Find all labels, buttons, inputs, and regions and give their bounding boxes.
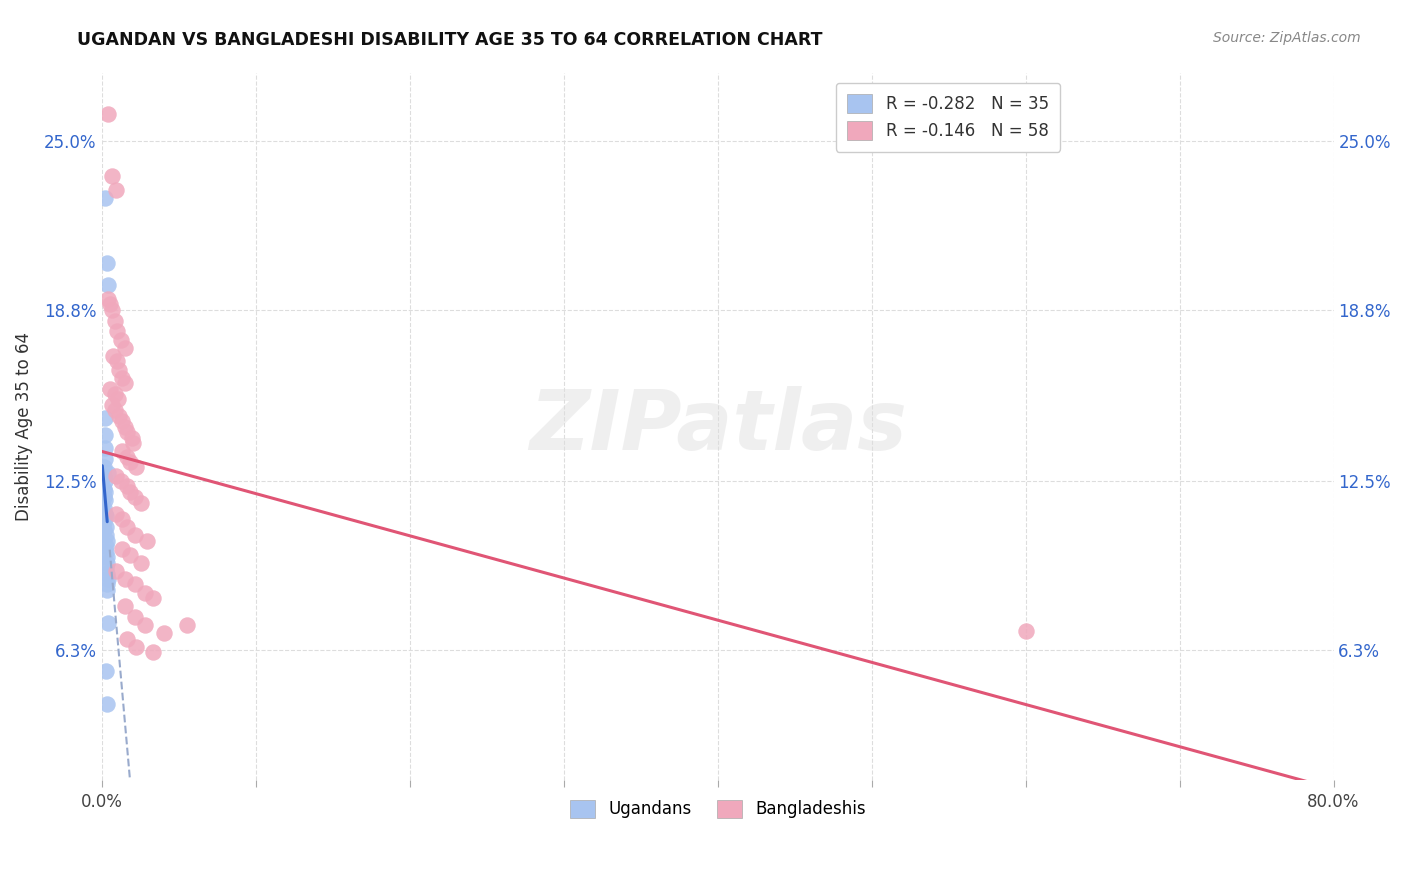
Point — [105, 468, 128, 483]
Point — [93, 460, 115, 475]
Point — [93, 468, 115, 483]
Point — [93, 523, 115, 537]
Point — [114, 341, 136, 355]
Point — [114, 376, 136, 390]
Text: ZIPatlas: ZIPatlas — [529, 386, 907, 467]
Point — [176, 618, 198, 632]
Point — [124, 577, 146, 591]
Point — [114, 419, 136, 434]
Point — [94, 528, 117, 542]
Point — [115, 450, 138, 464]
Point — [94, 545, 117, 559]
Point — [124, 610, 146, 624]
Point — [110, 333, 132, 347]
Point — [118, 548, 141, 562]
Point — [105, 354, 128, 368]
Point — [97, 278, 120, 293]
Point — [108, 362, 131, 376]
Point — [94, 507, 117, 521]
Legend: Ugandans, Bangladeshis: Ugandans, Bangladeshis — [564, 793, 872, 825]
Point — [97, 615, 120, 630]
Point — [93, 484, 115, 499]
Point — [105, 183, 128, 197]
Point — [97, 107, 120, 121]
Text: Source: ZipAtlas.com: Source: ZipAtlas.com — [1213, 31, 1361, 45]
Point — [124, 491, 146, 505]
Point — [111, 444, 134, 458]
Point — [124, 528, 146, 542]
Point — [93, 491, 115, 505]
Point — [118, 484, 141, 499]
Point — [96, 697, 118, 711]
Point — [111, 370, 134, 384]
Point — [96, 566, 118, 581]
Point — [98, 297, 121, 311]
Point — [107, 392, 129, 407]
Point — [142, 591, 165, 605]
Point — [101, 302, 124, 317]
Point — [115, 479, 138, 493]
Point — [104, 387, 127, 401]
Point — [114, 572, 136, 586]
Point — [135, 533, 157, 548]
Point — [94, 493, 117, 508]
Point — [134, 618, 156, 632]
Point — [111, 414, 134, 428]
Point — [96, 582, 118, 597]
Point — [97, 572, 120, 586]
Point — [96, 256, 118, 270]
Point — [134, 585, 156, 599]
Point — [94, 539, 117, 553]
Point — [93, 515, 115, 529]
Point — [105, 564, 128, 578]
Point — [105, 507, 128, 521]
Point — [93, 501, 115, 516]
Point — [125, 640, 148, 654]
Point — [115, 632, 138, 646]
Point — [94, 452, 117, 467]
Point — [115, 520, 138, 534]
Point — [93, 442, 115, 456]
Point — [94, 191, 117, 205]
Point — [94, 509, 117, 524]
Point — [94, 665, 117, 679]
Point — [96, 533, 118, 548]
Point — [125, 460, 148, 475]
Point — [111, 542, 134, 557]
Point — [97, 292, 120, 306]
Point — [93, 482, 115, 496]
Point — [108, 409, 131, 423]
Y-axis label: Disability Age 35 to 64: Disability Age 35 to 64 — [15, 332, 32, 521]
Point — [105, 325, 128, 339]
Point — [93, 427, 115, 442]
Point — [98, 382, 121, 396]
Point — [111, 512, 134, 526]
Point — [100, 398, 122, 412]
Point — [100, 169, 122, 184]
Point — [94, 561, 117, 575]
Point — [93, 474, 115, 488]
Point — [114, 599, 136, 614]
Point — [96, 577, 118, 591]
Point — [110, 474, 132, 488]
Point — [101, 349, 124, 363]
Point — [104, 313, 127, 327]
Point — [122, 436, 145, 450]
Point — [118, 455, 141, 469]
Point — [142, 645, 165, 659]
Point — [129, 556, 152, 570]
Point — [96, 556, 118, 570]
Point — [115, 425, 138, 439]
Point — [96, 550, 118, 565]
Text: UGANDAN VS BANGLADESHI DISABILITY AGE 35 TO 64 CORRELATION CHART: UGANDAN VS BANGLADESHI DISABILITY AGE 35… — [77, 31, 823, 49]
Point — [93, 411, 115, 425]
Point — [97, 466, 120, 480]
Point — [129, 496, 152, 510]
Point — [121, 430, 143, 444]
Point — [94, 520, 117, 534]
Point — [153, 626, 176, 640]
Point — [104, 403, 127, 417]
Point — [1015, 624, 1038, 638]
